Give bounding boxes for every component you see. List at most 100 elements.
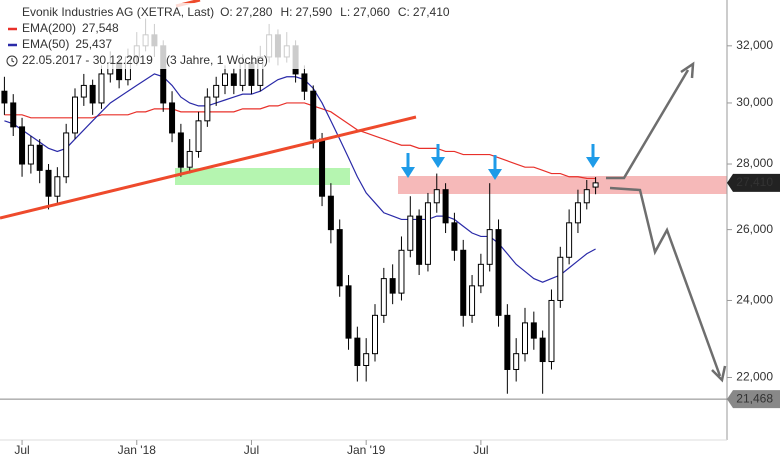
quote-name: H:: [280, 5, 292, 19]
arrow-head: [431, 157, 445, 168]
candle-body: [27, 144, 34, 165]
y-tick-label: 28,000: [736, 156, 773, 170]
candle-body: [372, 314, 378, 355]
plot-area: [1, 18, 599, 394]
arrow-head: [586, 157, 600, 168]
candle-body: [1, 90, 8, 104]
quote-value: 27,060: [353, 5, 390, 19]
arrow-head: [488, 169, 502, 180]
quote-value: 27,410: [413, 5, 450, 19]
candle-body: [72, 96, 78, 134]
candle-body: [433, 189, 440, 204]
clock-icon: [11, 58, 15, 63]
arrow-head: [680, 61, 695, 79]
x-tick-label: Jul: [14, 443, 29, 457]
candle-body: [389, 278, 396, 294]
legend-label: EMA(200): [22, 21, 76, 35]
scenario-down: [609, 186, 722, 377]
quote-name: O:: [220, 5, 233, 19]
candle-body: [319, 138, 326, 197]
candle-body: [574, 202, 581, 224]
arrow-head: [711, 365, 727, 383]
arrows: [401, 144, 600, 180]
candle-body: [583, 189, 590, 204]
candle-body: [513, 353, 520, 370]
candle-body: [504, 314, 511, 370]
candle-body: [98, 73, 105, 104]
candle-body: [495, 229, 502, 316]
y-tick-label: 30,000: [736, 95, 773, 109]
legend-value: 25,437: [75, 37, 112, 51]
candle-body: [195, 120, 202, 152]
price-tag: [727, 173, 780, 192]
y-tick-label: 32,000: [736, 38, 773, 52]
candle-body: [398, 249, 405, 294]
x-tick-label: Jan '19: [347, 443, 386, 457]
candle-body: [539, 337, 546, 363]
candle-body: [424, 202, 431, 265]
candle-body: [451, 222, 458, 251]
quote-value: 27,280: [236, 5, 273, 19]
candle-body: [301, 73, 308, 92]
scenario-up: [606, 69, 690, 180]
candle-body: [522, 322, 528, 355]
candle-body: [230, 73, 237, 86]
price-tag-label: 21,468: [736, 391, 773, 405]
candle-body: [54, 176, 61, 197]
candle-body: [89, 84, 96, 104]
candle-body: [380, 278, 387, 316]
period: (3 Jahre, 1 Woche): [166, 53, 268, 67]
candle-body: [310, 90, 317, 140]
candle-body: [36, 144, 43, 171]
candle-body: [336, 229, 343, 287]
legend-label: EMA(50): [22, 37, 69, 51]
candle-body: [557, 256, 564, 301]
x-tick-label: Jul: [244, 443, 259, 457]
candle-body: [10, 102, 17, 128]
candle-body: [363, 353, 370, 367]
candle-body: [486, 229, 493, 265]
candle-body: [45, 169, 52, 197]
legend: Evonik Industries AG (XETRA, Last) 22.05…: [0, 3, 458, 69]
quote-name: C:: [398, 5, 410, 19]
price-tag: [727, 390, 780, 409]
candle-body: [327, 195, 334, 231]
date-range: 22.05.2017 - 30.12.2019: [22, 53, 153, 67]
candle-body: [80, 84, 87, 98]
candle-body: [477, 263, 484, 287]
quote-value: 27,590: [295, 5, 332, 19]
candle-body: [407, 215, 414, 251]
candle-body: [186, 150, 193, 168]
candle-body: [169, 102, 176, 134]
y-tick-label: 26,000: [736, 222, 773, 236]
legend-bg: [0, 3, 458, 69]
clock-icon: [6, 55, 18, 67]
candle-body: [354, 337, 361, 367]
legend-value: 27,548: [82, 21, 119, 35]
scenario-arrows: [606, 61, 727, 383]
arrow-head: [401, 167, 415, 178]
candle-body: [592, 182, 599, 188]
ema-line: [4, 102, 596, 180]
candle-body: [530, 322, 537, 339]
candle-body: [19, 126, 26, 165]
x-tick-label: Jul: [473, 443, 488, 457]
candle-body: [548, 299, 555, 363]
candle-body: [204, 96, 211, 122]
trend-line: [0, 115, 417, 220]
candle-body: [222, 73, 228, 86]
candle-body: [416, 215, 423, 265]
candle-body: [460, 249, 467, 316]
candle-body: [469, 285, 476, 316]
support-zone: [175, 168, 350, 185]
quote-name: L:: [340, 5, 350, 19]
x-tick-label: Jan '18: [118, 443, 157, 457]
y-tick-label: 22,000: [736, 370, 773, 384]
candle-body: [213, 84, 220, 98]
candle-body: [177, 132, 184, 168]
price-tag-label: 27,410: [736, 175, 773, 189]
candle-body: [345, 285, 352, 339]
candle-body: [442, 189, 449, 224]
